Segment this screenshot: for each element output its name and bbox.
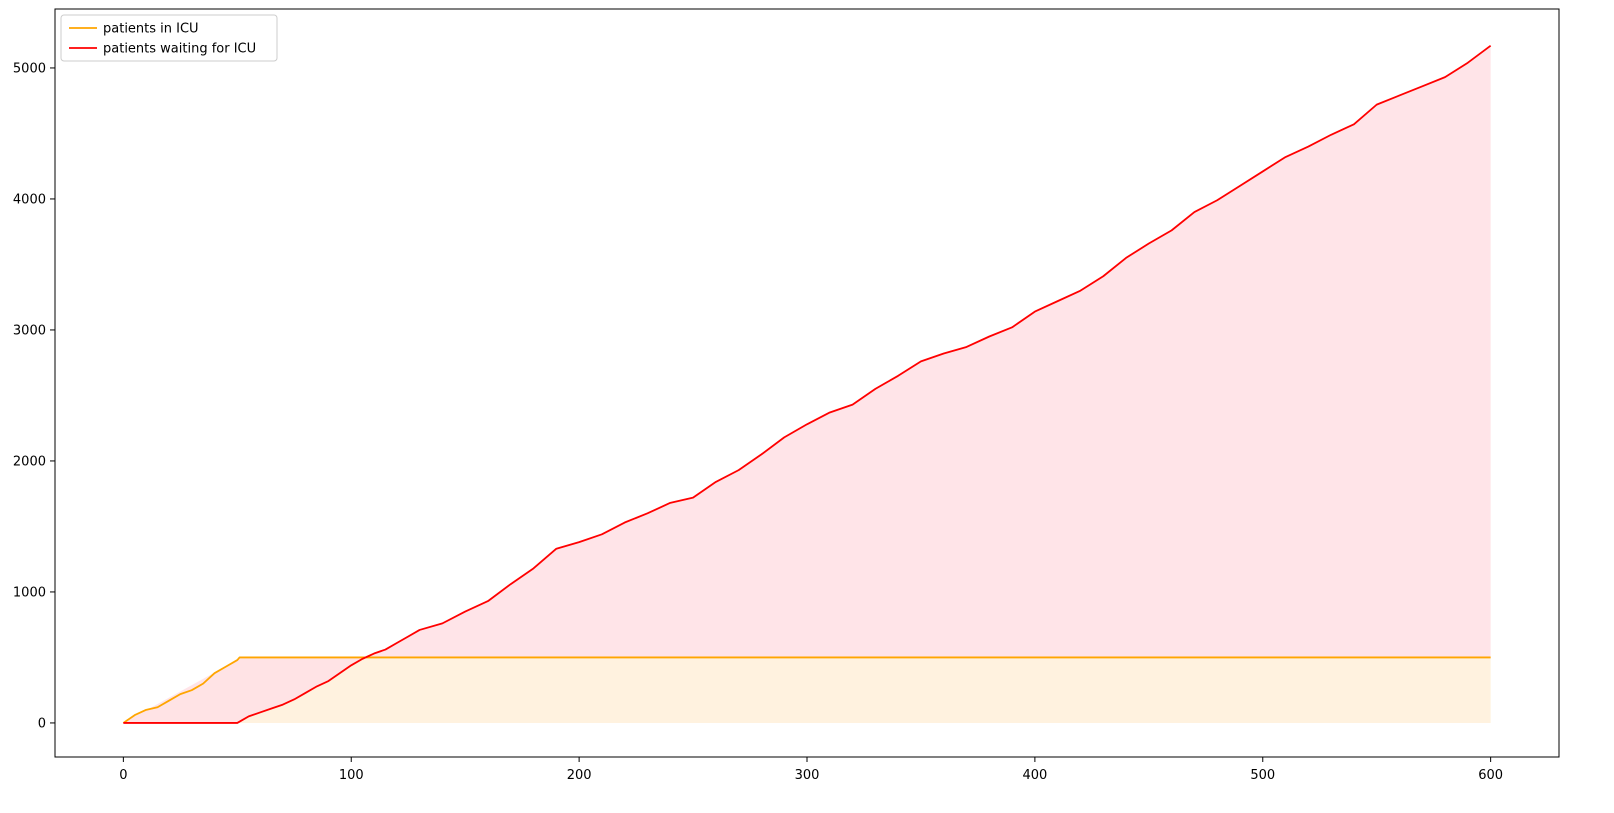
legend: patients in ICU patients waiting for ICU (60, 14, 278, 62)
legend-label-waiting: patients waiting for ICU (103, 42, 256, 57)
fill-icu-area (123, 657, 1491, 723)
y-tick-label: 4000 (13, 192, 46, 207)
x-tick-label: 400 (1022, 768, 1047, 783)
y-tick-label: 2000 (13, 454, 46, 469)
y-tick-label: 5000 (13, 61, 46, 76)
x-tick-label: 100 (339, 768, 364, 783)
y-tick-label: 0 (38, 716, 46, 731)
x-tick-label: 500 (1250, 768, 1275, 783)
series-lines (122, 44, 1492, 724)
legend-box (60, 14, 278, 62)
y-tick-label: 3000 (13, 323, 46, 338)
area-fills (123, 45, 1491, 723)
series-line-waiting (123, 44, 1492, 724)
legend-label-icu: patients in ICU (103, 22, 199, 37)
y-tick-label: 1000 (13, 585, 46, 600)
series-line-icu (122, 656, 1491, 724)
x-tick-label: 600 (1478, 768, 1503, 783)
fill-waiting-area (123, 45, 1491, 723)
x-tick-label: 300 (795, 768, 820, 783)
x-axis: 0 100 200 300 400 500 600 (119, 757, 1503, 783)
x-tick-label: 200 (567, 768, 592, 783)
x-tick-label: 0 (119, 768, 127, 783)
y-axis: 0 1000 2000 3000 4000 5000 (13, 61, 55, 731)
